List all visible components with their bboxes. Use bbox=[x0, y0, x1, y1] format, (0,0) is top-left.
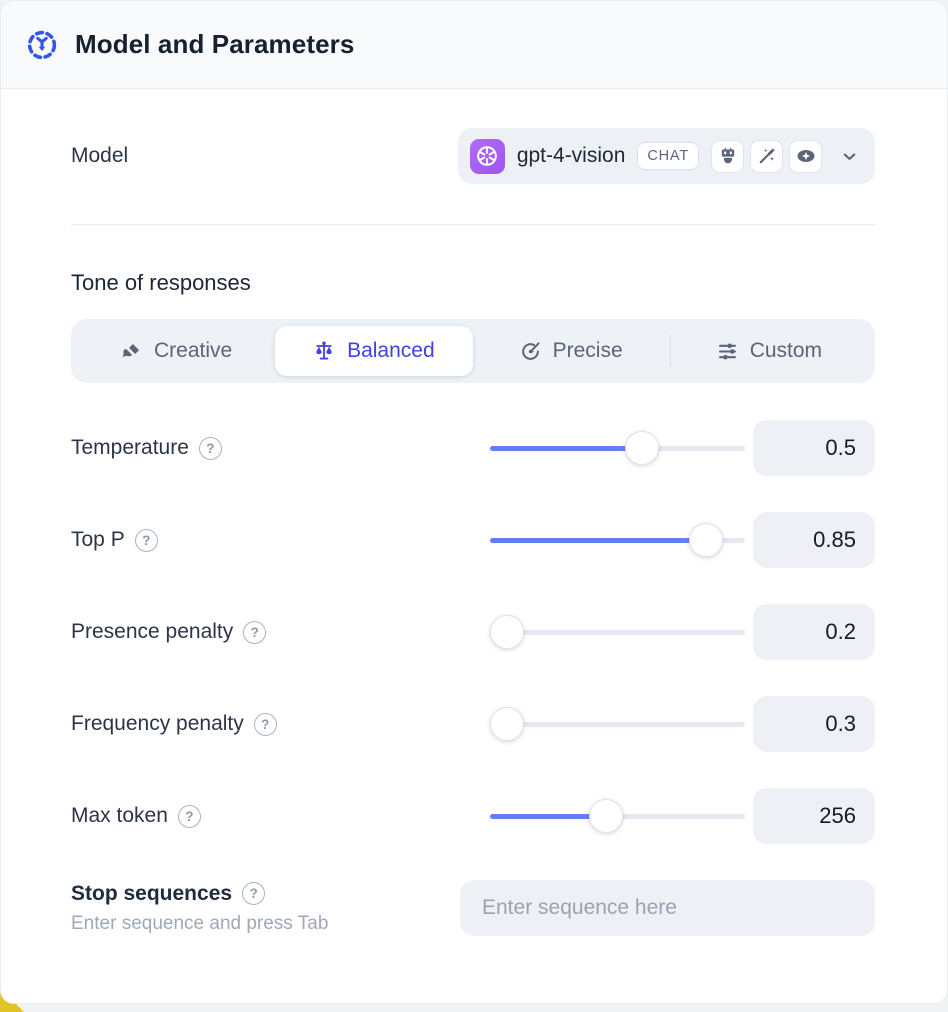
presence-penalty-value[interactable]: 0.2 bbox=[753, 604, 875, 660]
panel-header: Model and Parameters bbox=[1, 1, 947, 89]
temperature-value[interactable]: 0.5 bbox=[753, 420, 875, 476]
robot-icon bbox=[711, 139, 744, 173]
stop-sequences-row: Stop sequences ? Enter sequence and pres… bbox=[71, 880, 875, 936]
slider-thumb[interactable] bbox=[490, 707, 524, 741]
paintbrush-icon bbox=[121, 341, 142, 362]
panel-content: Model gpt-4-vision CHAT bbox=[1, 128, 947, 936]
tab-precise[interactable]: Precise bbox=[473, 326, 670, 376]
max-token-label: Max token bbox=[71, 804, 168, 827]
temperature-label: Temperature bbox=[71, 436, 189, 459]
top-p-row: Top P ? 0.85 bbox=[71, 512, 875, 568]
slider-thumb[interactable] bbox=[490, 615, 524, 649]
stop-sequence-input[interactable] bbox=[460, 880, 875, 936]
top-p-label: Top P bbox=[71, 528, 125, 551]
temperature-slider[interactable] bbox=[490, 431, 745, 465]
slider-thumb[interactable] bbox=[589, 799, 624, 833]
scales-icon bbox=[313, 340, 335, 362]
top-p-value[interactable]: 0.85 bbox=[753, 512, 875, 568]
help-icon[interactable]: ? bbox=[243, 620, 267, 644]
max-token-row: Max token ? 256 bbox=[71, 788, 875, 844]
help-icon[interactable]: ? bbox=[177, 804, 201, 828]
tab-label: Creative bbox=[154, 339, 233, 362]
section-divider bbox=[71, 224, 875, 225]
tab-label: Custom bbox=[749, 339, 823, 362]
model-row: Model gpt-4-vision CHAT bbox=[71, 128, 875, 184]
stop-sequences-hint: Enter sequence and press Tab bbox=[71, 912, 329, 934]
tab-custom[interactable]: Custom bbox=[671, 326, 868, 376]
presence-penalty-row: Presence penalty ? 0.2 bbox=[71, 604, 875, 660]
vision-eye-icon bbox=[789, 139, 822, 173]
chat-type-badge: CHAT bbox=[637, 142, 699, 170]
frequency-penalty-value[interactable]: 0.3 bbox=[753, 696, 875, 752]
frequency-penalty-slider[interactable] bbox=[490, 707, 745, 741]
tab-creative[interactable]: Creative bbox=[78, 326, 275, 376]
tab-label: Balanced bbox=[347, 339, 435, 362]
help-icon[interactable]: ? bbox=[134, 528, 158, 552]
panel-title: Model and Parameters bbox=[75, 29, 355, 59]
help-icon[interactable]: ? bbox=[253, 712, 277, 736]
model-hub-icon bbox=[26, 29, 58, 61]
tab-divider bbox=[669, 335, 671, 367]
openai-logo-icon bbox=[469, 138, 505, 174]
max-token-slider[interactable] bbox=[490, 799, 745, 833]
slider-thumb[interactable] bbox=[688, 523, 723, 557]
target-arrow-icon bbox=[520, 341, 541, 362]
model-select-dropdown[interactable]: gpt-4-vision CHAT bbox=[457, 128, 875, 184]
model-name: gpt-4-vision bbox=[516, 144, 626, 167]
capability-badges bbox=[711, 139, 822, 173]
magic-wand-icon bbox=[750, 139, 783, 173]
stop-sequences-label: Stop sequences bbox=[71, 881, 233, 905]
tab-balanced[interactable]: Balanced bbox=[275, 326, 473, 376]
tab-label: Precise bbox=[552, 339, 623, 362]
chevron-down-icon bbox=[840, 147, 859, 166]
model-label: Model bbox=[71, 144, 129, 167]
help-icon[interactable]: ? bbox=[198, 436, 222, 460]
tone-tab-bar: Creative Balanced bbox=[71, 319, 875, 383]
frequency-penalty-label: Frequency penalty bbox=[71, 712, 244, 735]
top-p-slider[interactable] bbox=[490, 523, 745, 557]
presence-penalty-label: Presence penalty bbox=[71, 620, 234, 643]
max-token-value[interactable]: 256 bbox=[753, 788, 875, 844]
parameter-rows: Temperature ? 0.5 Top P ? bbox=[71, 420, 875, 936]
presence-penalty-slider[interactable] bbox=[490, 615, 745, 649]
sliders-icon bbox=[717, 341, 738, 362]
tone-heading: Tone of responses bbox=[71, 270, 251, 295]
help-icon[interactable]: ? bbox=[242, 882, 266, 905]
slider-thumb[interactable] bbox=[624, 431, 659, 465]
frequency-penalty-row: Frequency penalty ? 0.3 bbox=[71, 696, 875, 752]
temperature-row: Temperature ? 0.5 bbox=[71, 420, 875, 476]
